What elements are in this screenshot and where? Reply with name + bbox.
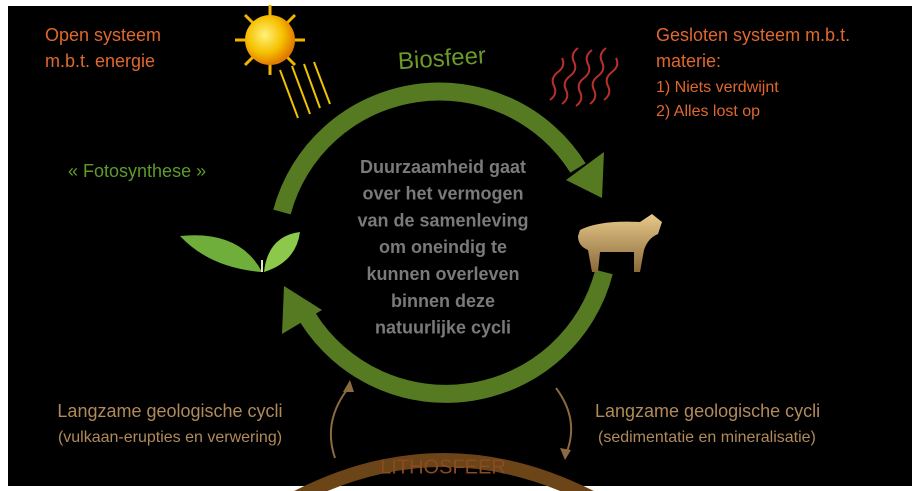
label: materie:	[656, 51, 721, 71]
center-line: over het vermogen	[362, 184, 523, 204]
label: 1) Niets verdwijnt	[656, 79, 779, 96]
center-line: om oneindig te	[379, 237, 507, 257]
slide: Open systeem m.b.t. energie Biosfeer Ges…	[0, 0, 920, 491]
label: Gesloten systeem m.b.t.	[656, 25, 850, 45]
label: m.b.t. energie	[45, 51, 155, 71]
center-line: kunnen overleven	[366, 264, 519, 284]
page: {"top_left": {"lines": ["Open systeem", …	[0, 0, 920, 491]
label: (vulkaan-erupties en verwering)	[58, 429, 282, 446]
label: 2) Alles lost op	[656, 103, 760, 120]
label: Langzame geologische cycli	[57, 401, 282, 421]
label: Langzame geologische cycli	[595, 401, 820, 421]
lithosphere-label: LITHOSFEER	[380, 456, 506, 478]
center-line: binnen deze	[391, 291, 495, 311]
center-line: Duurzaamheid gaat	[360, 157, 526, 177]
photosynthesis-label: « Fotosynthese »	[68, 161, 206, 181]
label: Open systeem	[45, 25, 161, 45]
label: (sedimentatie en mineralisatie)	[598, 429, 816, 446]
center-line: natuurlijke cycli	[375, 318, 511, 338]
center-line: van de samenleving	[357, 210, 528, 230]
